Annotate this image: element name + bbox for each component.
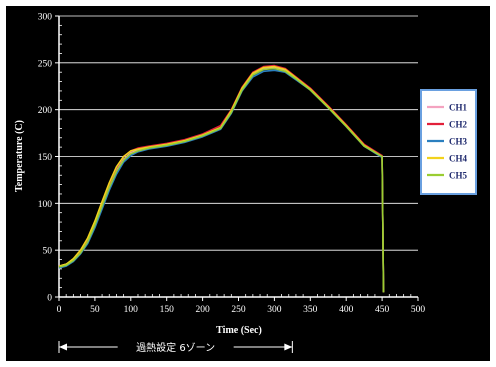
y-tick-labels: 0 50 100 150 200 250 300 (38, 13, 62, 304)
y-tick-label: 0 (47, 294, 52, 304)
series-line-ch5 (58, 67, 385, 293)
legend-label-ch1: CH1 (449, 103, 468, 113)
x-axis-label: Time (Sec) (216, 325, 262, 336)
x-tick-label: 300 (267, 305, 282, 315)
x-tick-label: 100 (124, 305, 139, 315)
legend: CH1 CH2 CH3 CH4 CH5 (420, 89, 477, 195)
y-tick-label: 300 (38, 13, 53, 23)
x-tick-label: 450 (375, 305, 390, 315)
y-tick-label: 200 (38, 106, 53, 116)
legend-label-ch4: CH4 (449, 154, 468, 164)
chart-frame: 0 50 100 150 200 250 300 0 50 100 150 200 250 300 350… (6, 6, 490, 361)
series-lines (58, 64, 385, 293)
y-tick-label: 50 (43, 247, 53, 257)
x-tick-label: 250 (231, 305, 246, 315)
series-line-ch3 (58, 69, 385, 293)
series-line-ch1 (58, 66, 385, 293)
x-tick-label: 500 (411, 305, 426, 315)
x-tick-label: 50 (90, 305, 100, 315)
y-tick-label: 100 (38, 200, 53, 210)
x-tick-labels: 0 50 100 150 200 250 300 350 400 450 500 (57, 294, 426, 315)
zone-annotation-right-arrowhead (284, 343, 293, 351)
temperature-profile-chart: 0 50 100 150 200 250 300 0 50 100 150 200 250 300 350… (14, 13, 477, 355)
x-tick-label: 150 (160, 305, 175, 315)
y-tick-label: 250 (38, 59, 53, 69)
x-tick-label: 400 (339, 305, 354, 315)
legend-label-ch3: CH3 (449, 137, 468, 147)
legend-label-ch5: CH5 (449, 171, 468, 181)
legend-label-ch2: CH2 (449, 120, 468, 130)
grid-lines (59, 15, 418, 251)
zone-annotation: 過熱設定 6ゾーン (58, 339, 293, 355)
x-tick-label: 350 (303, 305, 318, 315)
x-tick-label: 0 (57, 305, 62, 315)
y-axis-label: Temperature (C) (14, 120, 25, 192)
series-line-ch4 (58, 65, 385, 293)
y-tick-label: 150 (38, 153, 53, 163)
zone-annotation-text: 過熱設定 6ゾーン (136, 341, 215, 354)
series-line-ch2 (58, 64, 385, 293)
zone-annotation-text-bg (117, 339, 234, 355)
zone-annotation-left-arrowhead (59, 343, 67, 351)
x-tick-label: 200 (195, 305, 210, 315)
